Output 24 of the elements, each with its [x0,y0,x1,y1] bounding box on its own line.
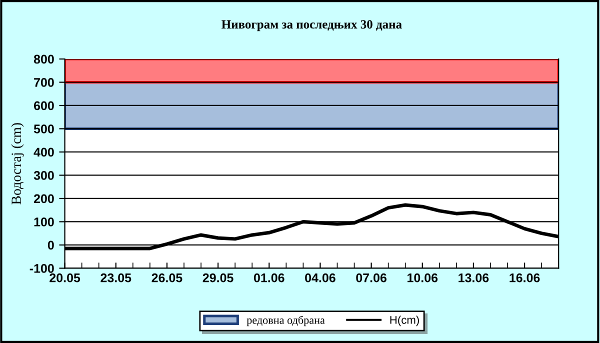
x-tick-label: 23.05 [100,273,132,282]
x-tick-label: 10.06 [408,273,438,282]
y-tick-label: 400 [34,148,54,157]
x-tick-label: 04.06 [305,273,336,282]
x-tick-label: 26.05 [152,273,182,282]
y-axis-title: Водостај (cm) [11,123,24,204]
x-tick-label: 13.06 [458,273,489,282]
y-tick-label: 100 [34,218,54,226]
y-tick-label: 0 [48,240,54,250]
x-tick-label: 20.05 [50,273,80,282]
chart-title: Нивограм за последњих 30 дана [222,20,402,32]
y-tick-label: 500 [34,124,54,134]
x-tick-label: 07.06 [356,273,386,282]
legend-label: редовна одбрана [246,316,325,326]
legend-label: H(cm) [390,316,419,326]
x-tick-label: 16.06 [510,273,540,282]
y-tick-label: -100 [30,264,54,273]
y-tick-label: 800 [34,54,54,64]
x-tick-label: 01.06 [254,273,284,282]
y-tick-label: 300 [34,171,54,180]
y-tick-label: 600 [34,101,54,110]
y-tick-label: 700 [34,78,54,87]
x-tick-label: 29.05 [202,273,234,282]
y-tick-label: 200 [34,194,54,204]
